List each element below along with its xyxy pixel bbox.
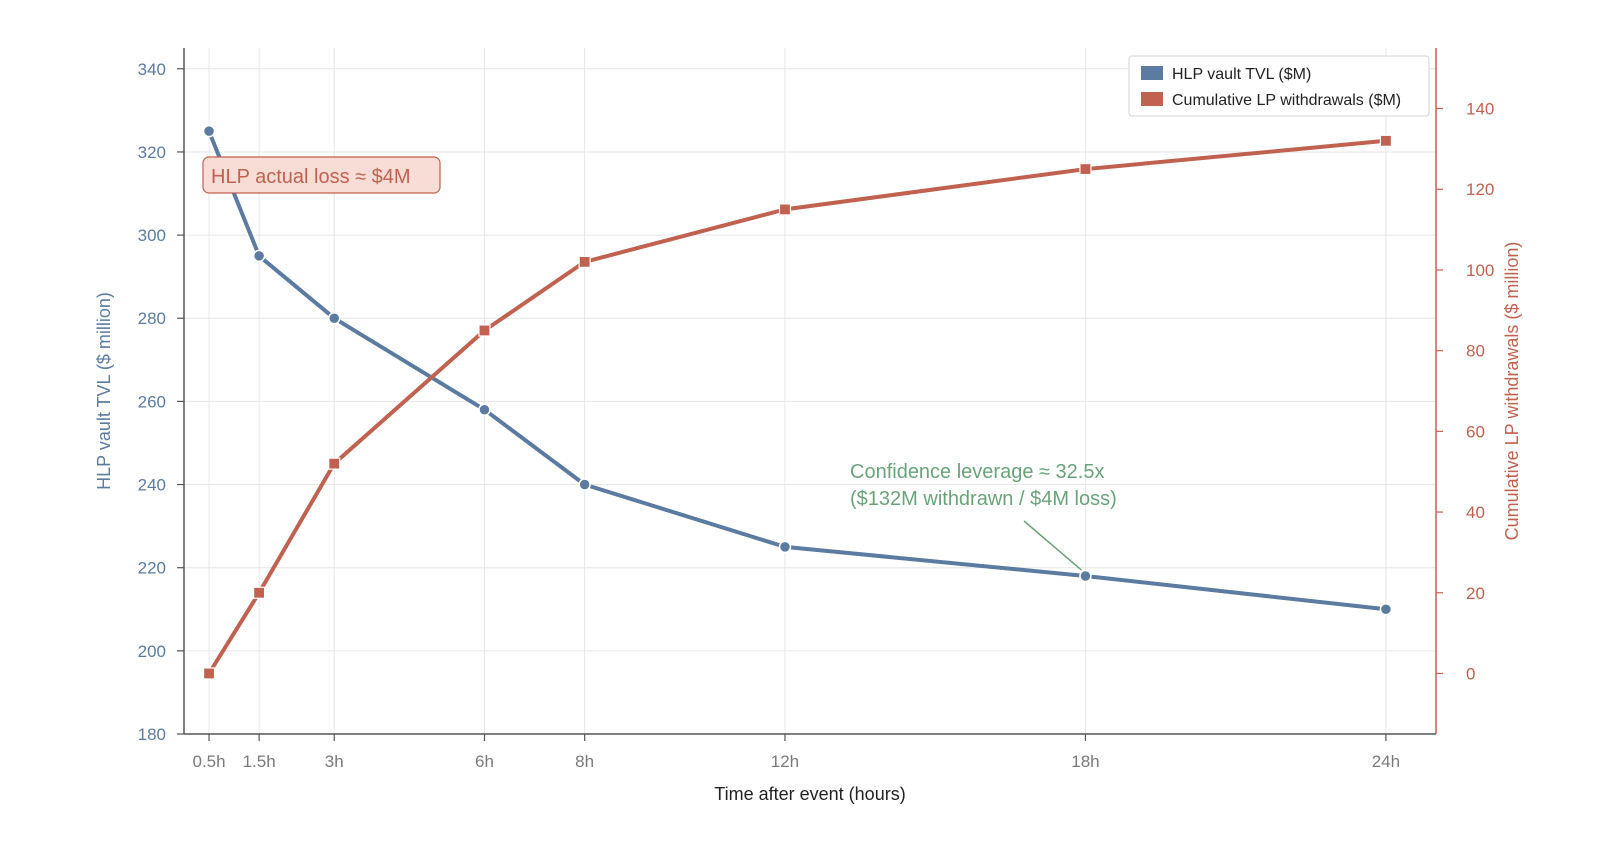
data-point-withdrawals: [328, 457, 341, 470]
data-point-tvl: [778, 540, 792, 554]
x-tick-label: 6h: [475, 752, 494, 771]
legend: HLP vault TVL ($M) Cumulative LP withdra…: [1128, 55, 1430, 117]
grid: [184, 48, 1436, 735]
y-right-tick-label: 120: [1466, 180, 1494, 199]
y-left-tick-label: 340: [138, 60, 166, 79]
series-line-withdrawals: [207, 138, 1388, 676]
data-point-tvl: [252, 249, 266, 263]
series-layer: [202, 124, 1393, 680]
annotation-leverage-pointer: [1023, 520, 1082, 571]
y-right-tick-label: 140: [1466, 100, 1494, 119]
y-left-tick-label: 180: [138, 725, 166, 744]
y-left-tick-label: 260: [138, 392, 166, 411]
x-tick-label: 12h: [771, 752, 799, 771]
y-axis-right-label: Cumulative LP withdrawals ($ million): [1502, 242, 1522, 541]
data-point-tvl: [578, 478, 591, 491]
annotation-actual-loss: HLP actual loss ≈ $4M: [202, 156, 441, 194]
x-tick-label: 18h: [1071, 752, 1099, 771]
legend-swatch-tvl: [1141, 66, 1163, 80]
y-axis-left-label: HLP vault TVL ($ million): [94, 292, 114, 490]
y-right-tick-label: 100: [1466, 261, 1494, 280]
data-point-tvl: [1379, 603, 1393, 616]
data-point-withdrawals: [478, 324, 491, 337]
series-line-tvl: [207, 129, 1388, 612]
y-left-tick-label: 300: [138, 226, 166, 245]
data-point-withdrawals: [778, 203, 792, 216]
annotation-leverage-line-2: ($132M withdrawn / $4M loss): [850, 488, 1117, 510]
data-point-tvl: [478, 403, 491, 416]
y-left-tick-label: 200: [138, 642, 166, 661]
y-right-tick-label: 20: [1466, 584, 1485, 603]
y-right-tick-label: 80: [1466, 342, 1485, 361]
y-left-tick-label: 280: [138, 309, 166, 328]
data-point-tvl: [1079, 569, 1092, 583]
x-tick-label: 0.5h: [192, 752, 225, 771]
data-point-tvl: [327, 311, 341, 325]
data-point-withdrawals: [202, 667, 216, 680]
annotation-confidence-leverage: Confidence leverage ≈ 32.5x ($132M withd…: [850, 461, 1117, 571]
x-axis-label: Time after event (hours): [714, 784, 905, 804]
x-tick-label: 24h: [1372, 752, 1400, 771]
data-point-tvl: [202, 124, 216, 138]
data-point-withdrawals: [1079, 162, 1092, 176]
x-tick-label: 3h: [325, 752, 344, 771]
y-right-tick-label: 40: [1466, 503, 1485, 522]
data-point-withdrawals: [253, 586, 266, 599]
legend-swatch-withdrawals: [1141, 92, 1163, 106]
data-point-withdrawals: [1379, 134, 1393, 147]
annotation-leverage-line-1: Confidence leverage ≈ 32.5x: [850, 461, 1104, 483]
axes: [183, 48, 1437, 735]
x-tick-label: 8h: [575, 752, 594, 771]
y-left-tick-label: 220: [138, 559, 166, 578]
y-right-tick-label: 60: [1466, 422, 1485, 441]
y-left-tick-label: 320: [138, 143, 166, 162]
y-right-tick-label: 0: [1466, 664, 1475, 683]
ticks: 180 200 220 240 260 280 300 320 340 0 20 40 60 80 100 1…: [138, 60, 1495, 771]
legend-label-tvl: HLP vault TVL ($M): [1172, 66, 1311, 83]
x-tick-label: 1.5h: [243, 752, 276, 771]
annotation-actual-loss-text: HLP actual loss ≈ $4M: [211, 166, 411, 188]
legend-label-withdrawals: Cumulative LP withdrawals ($M): [1172, 92, 1401, 109]
y-left-tick-label: 240: [138, 476, 166, 495]
data-point-withdrawals: [578, 255, 591, 268]
